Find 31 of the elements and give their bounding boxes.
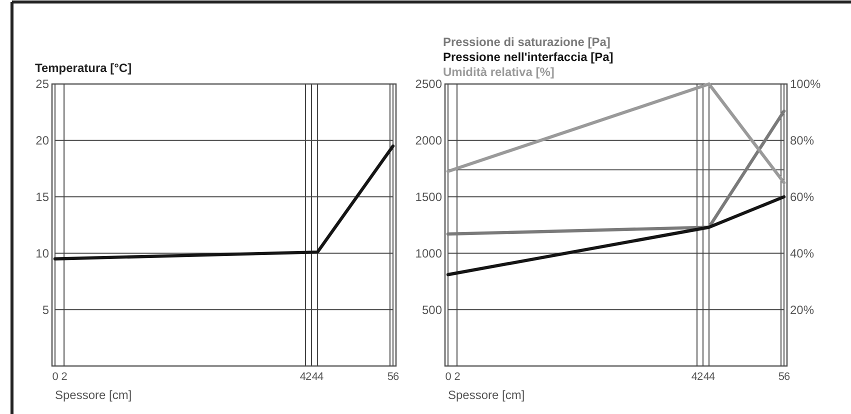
- x-axis-title: Spessore [cm]: [55, 388, 132, 402]
- y-tick-label: 15: [36, 190, 50, 204]
- x-tick-label: 42: [300, 371, 312, 383]
- text: Pressione nell'interfaccia [Pa]: [443, 50, 614, 64]
- y-tick-label: 2500: [415, 77, 442, 92]
- text: Umidità relativa [%]: [443, 65, 554, 79]
- y2-tick-label: 80%: [790, 134, 814, 148]
- x-tick-label: 42: [691, 371, 703, 383]
- text: Pressione di saturazione [Pa]: [443, 35, 610, 49]
- y-tick-label: 25: [36, 77, 50, 92]
- x-tick-label: 2: [454, 371, 460, 383]
- x-tick-label: 44: [312, 371, 324, 383]
- y2-tick-label: 60%: [790, 190, 814, 204]
- x-tick-label: 2: [61, 371, 68, 383]
- y-tick-label: 500: [422, 302, 442, 317]
- y2-tick-label: 40%: [790, 246, 814, 260]
- y2-tick-label: 100%: [790, 77, 822, 92]
- y-tick-label: 10: [36, 246, 50, 260]
- y-tick-label: 20: [36, 134, 50, 148]
- x-tick-label: 0: [52, 371, 58, 383]
- y-tick-label: 5: [42, 302, 50, 317]
- x-tick-label: 44: [703, 371, 715, 383]
- y-tick-label: 1000: [415, 246, 442, 260]
- x-tick-label: 56: [778, 371, 790, 383]
- y-tick-label: 2000: [415, 134, 442, 148]
- y-tick-label: 1500: [415, 190, 442, 204]
- x-axis-title: Spessore [cm]: [448, 388, 525, 402]
- x-tick-label: 56: [387, 371, 399, 383]
- x-tick-label: 0: [445, 371, 452, 383]
- chart-title: Temperatura [°C]: [35, 61, 132, 75]
- y2-tick-label: 20%: [790, 302, 814, 317]
